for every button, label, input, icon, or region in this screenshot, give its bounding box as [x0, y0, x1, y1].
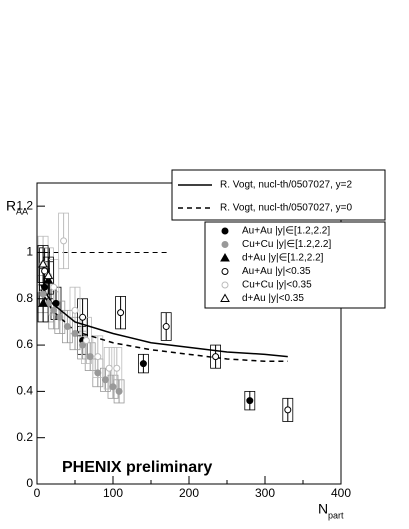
marker [139, 360, 147, 368]
marker [221, 241, 229, 248]
marker [50, 283, 58, 291]
legend-label: Au+Au |y|∈[1.2,2.2] [242, 226, 330, 237]
legend-curves [171, 169, 386, 221]
x-tick-label: 100 [103, 486, 123, 500]
legend-label: Cu+Cu |y|∈[1.2,2.2] [242, 239, 331, 250]
marker [79, 341, 87, 349]
marker [94, 353, 102, 361]
error-box [115, 296, 126, 330]
marker [50, 306, 58, 314]
marker [246, 397, 254, 405]
marker [113, 364, 121, 372]
marker [60, 237, 68, 245]
marker [86, 353, 94, 361]
marker [38, 259, 48, 268]
curve [40, 284, 288, 358]
marker [109, 383, 117, 391]
y-tick-label: 0.6 [16, 337, 33, 351]
error-box [54, 300, 66, 334]
error-box [113, 379, 125, 404]
legend-series [204, 221, 386, 309]
error-box [244, 390, 256, 411]
error-box [137, 353, 149, 374]
marker [56, 313, 64, 321]
marker [221, 281, 229, 289]
error-box [282, 397, 294, 422]
marker [162, 323, 170, 331]
marker [94, 369, 102, 377]
marker [71, 306, 79, 314]
marker [71, 330, 79, 337]
legend-label: d+Au |y|<0.35 [242, 293, 304, 304]
y-tick-label: 0.2 [16, 430, 33, 444]
marker [221, 227, 229, 235]
marker [284, 406, 292, 414]
x-tick-label: 300 [255, 486, 275, 500]
x-label: N [318, 501, 328, 517]
y-tick-label: 1.2 [16, 198, 33, 212]
legend-label: R. Vogt, nucl-th/0507027, y=0 [220, 203, 352, 214]
marker [43, 275, 54, 284]
legend-label: R. Vogt, nucl-th/0507027, y=2 [220, 180, 352, 191]
error-box [58, 212, 69, 270]
marker [41, 283, 49, 291]
error-box [62, 309, 73, 344]
marker [41, 267, 49, 275]
error-box [107, 374, 119, 399]
marker [220, 293, 230, 302]
x-label-sub: part [328, 510, 344, 520]
marker [43, 270, 54, 280]
marker [220, 252, 230, 262]
curve [40, 289, 288, 363]
y-tick-label: 0 [26, 476, 33, 490]
x-tick-label: 0 [34, 486, 41, 500]
marker [117, 309, 125, 317]
marker [105, 364, 113, 372]
marker [212, 353, 220, 361]
legend-label: d+Au |y|∈[1.2,2.2] [242, 253, 324, 264]
y-tick-label: 0.8 [16, 291, 33, 305]
x-tick-label: 400 [331, 486, 351, 500]
legend-label: Au+Au |y|<0.35 [242, 266, 311, 277]
marker [115, 387, 123, 395]
marker [39, 290, 47, 298]
y-label-sub: AA [16, 206, 28, 216]
legend-label: Cu+Cu |y|<0.35 [242, 280, 312, 291]
marker [101, 376, 109, 384]
y-label: R [6, 198, 16, 214]
y-tick-label: 1 [26, 245, 33, 259]
marker [38, 298, 48, 307]
error-box [100, 367, 111, 392]
y-tick-label: 0.4 [16, 384, 33, 398]
marker [63, 323, 71, 331]
marker [82, 336, 90, 344]
marker [221, 268, 229, 275]
x-tick-label: 200 [179, 486, 199, 500]
error-box [160, 312, 172, 341]
marker [52, 299, 60, 307]
error-box [43, 256, 54, 295]
marker [79, 313, 87, 321]
annotation: PHENIX preliminary [62, 459, 212, 476]
